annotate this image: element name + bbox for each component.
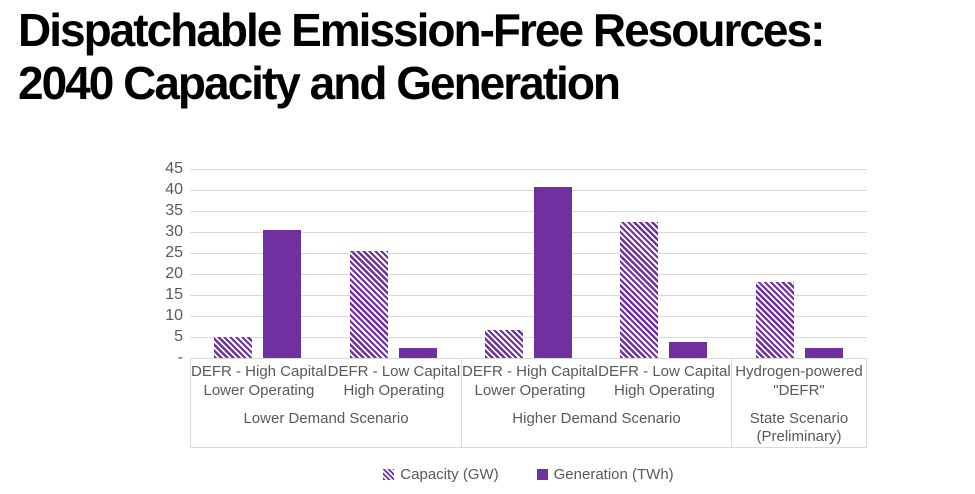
category-labels-row: DEFR - High Capital Lower Operating DEFR -… (462, 359, 731, 401)
bar-capacity-0 (214, 337, 253, 358)
legend-label: Capacity (GW) (400, 465, 499, 483)
y-tick-label--: - (177, 349, 183, 366)
category-label-1-0: DEFR - High Capital Lower Operating (462, 363, 598, 399)
gridline-25 (190, 253, 867, 254)
category-group-1: DEFR - High Capital Lower Operating DEFR -… (461, 359, 731, 447)
category-label-0-1: DEFR - Low Capital High Operating (327, 363, 461, 399)
bar-chart: 45 40 35 30 25 20 15 10 5 - DEFR - High Capital Lo… (145, 160, 885, 494)
gridline-30 (190, 232, 867, 233)
page-title-line2: 2040 Capacity and Generation (18, 57, 621, 110)
bar-generation-2 (534, 187, 572, 358)
bar-capacity-1 (349, 250, 388, 358)
legend: Capacity (GW) Generation (TWh) (190, 463, 867, 485)
solid-swatch-icon (536, 468, 548, 480)
y-tick-label-25: 25 (165, 244, 183, 261)
category-group-2: Hydrogen-powered "DEFR" State Scenario (Pre… (731, 359, 866, 447)
legend-item-capacity: Capacity (GW) (383, 465, 499, 483)
gridline-45 (190, 169, 867, 170)
bar-capacity-4 (755, 282, 794, 358)
y-tick-label-45: 45 (165, 160, 183, 177)
gridline-35 (190, 211, 867, 212)
bar-generation-0 (263, 229, 302, 358)
y-tick-label-15: 15 (165, 286, 183, 303)
category-label-2-0: Hydrogen-powered "DEFR" (735, 363, 863, 399)
page-title-line1: Dispatchable Emission-Free Resources: (18, 4, 825, 56)
bar-generation-1 (398, 347, 437, 358)
y-tick-label-35: 35 (165, 202, 183, 219)
y-tick-label-10: 10 (165, 307, 183, 324)
category-labels-row: DEFR - High Capital Lower Operating DEFR -… (191, 359, 461, 401)
y-tick-label-30: 30 (165, 223, 183, 240)
group-label-2: State Scenario (Preliminary) (749, 409, 849, 446)
category-labels-row: Hydrogen-powered "DEFR" (732, 359, 866, 401)
bar-generation-3 (669, 341, 708, 358)
bar-capacity-3 (620, 221, 659, 358)
category-group-0: DEFR - High Capital Lower Operating DEFR -… (191, 359, 461, 447)
hatched-swatch-icon (383, 468, 395, 480)
group-label-0: Lower Demand Scenario (243, 409, 409, 427)
gridline-40 (190, 190, 867, 191)
gridline-5 (190, 337, 867, 338)
category-axis: DEFR - High Capital Lower Operating DEFR -… (190, 358, 867, 448)
plot-area (190, 164, 867, 358)
category-label-0-0: DEFR - High Capital Lower Operating (191, 363, 327, 399)
bar-generation-4 (804, 347, 843, 358)
y-axis: 45 40 35 30 25 20 15 10 5 - (145, 160, 183, 366)
y-tick-label-20: 20 (165, 265, 183, 282)
category-label-1-1: DEFR - Low Capital High Operating (598, 363, 731, 399)
y-tick-label-40: 40 (165, 181, 183, 198)
y-tick-label-5: 5 (174, 328, 183, 345)
gridline-10 (190, 316, 867, 317)
legend-label: Generation (TWh) (553, 465, 674, 483)
legend-item-generation: Generation (TWh) (536, 465, 674, 483)
page-title: Dispatchable Emission-Free Resources: 20… (18, 4, 825, 111)
gridline-20 (190, 274, 867, 275)
gridline-15 (190, 295, 867, 296)
bar-capacity-2 (485, 330, 523, 358)
group-label-1: Higher Demand Scenario (512, 409, 681, 427)
